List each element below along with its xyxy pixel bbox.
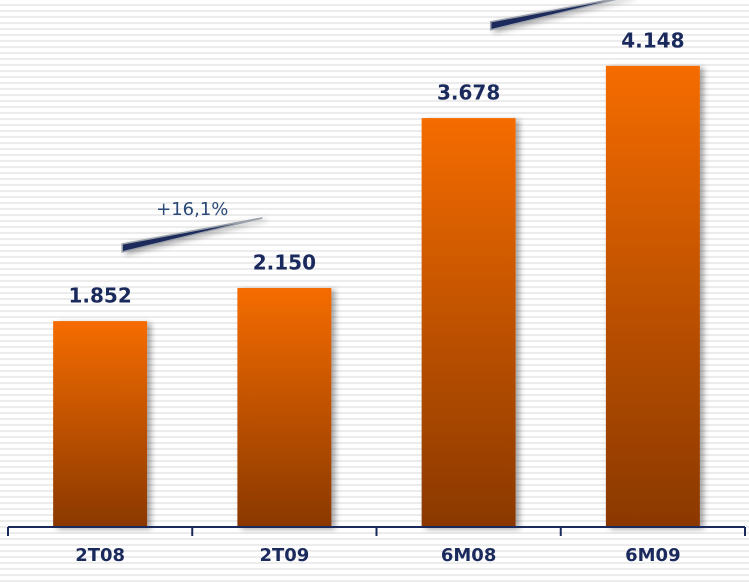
- bar: [53, 321, 148, 527]
- annotation: +16,1%: [156, 199, 228, 220]
- growth-arrow: [489, 0, 617, 31]
- bar: [237, 287, 332, 527]
- x-tick-label: 6M08: [441, 545, 497, 566]
- value-label: 2.150: [253, 250, 316, 274]
- value-label: 4.148: [621, 28, 684, 52]
- x-tick-label: 6M09: [625, 545, 681, 566]
- growth-arrow: [121, 217, 263, 253]
- value-label: 3.678: [437, 81, 500, 105]
- x-tick-label: 2T09: [259, 545, 309, 566]
- value-label: 1.852: [68, 284, 131, 308]
- bar: [421, 118, 516, 528]
- x-tick-label: 2T08: [75, 545, 125, 566]
- bar: [605, 65, 700, 528]
